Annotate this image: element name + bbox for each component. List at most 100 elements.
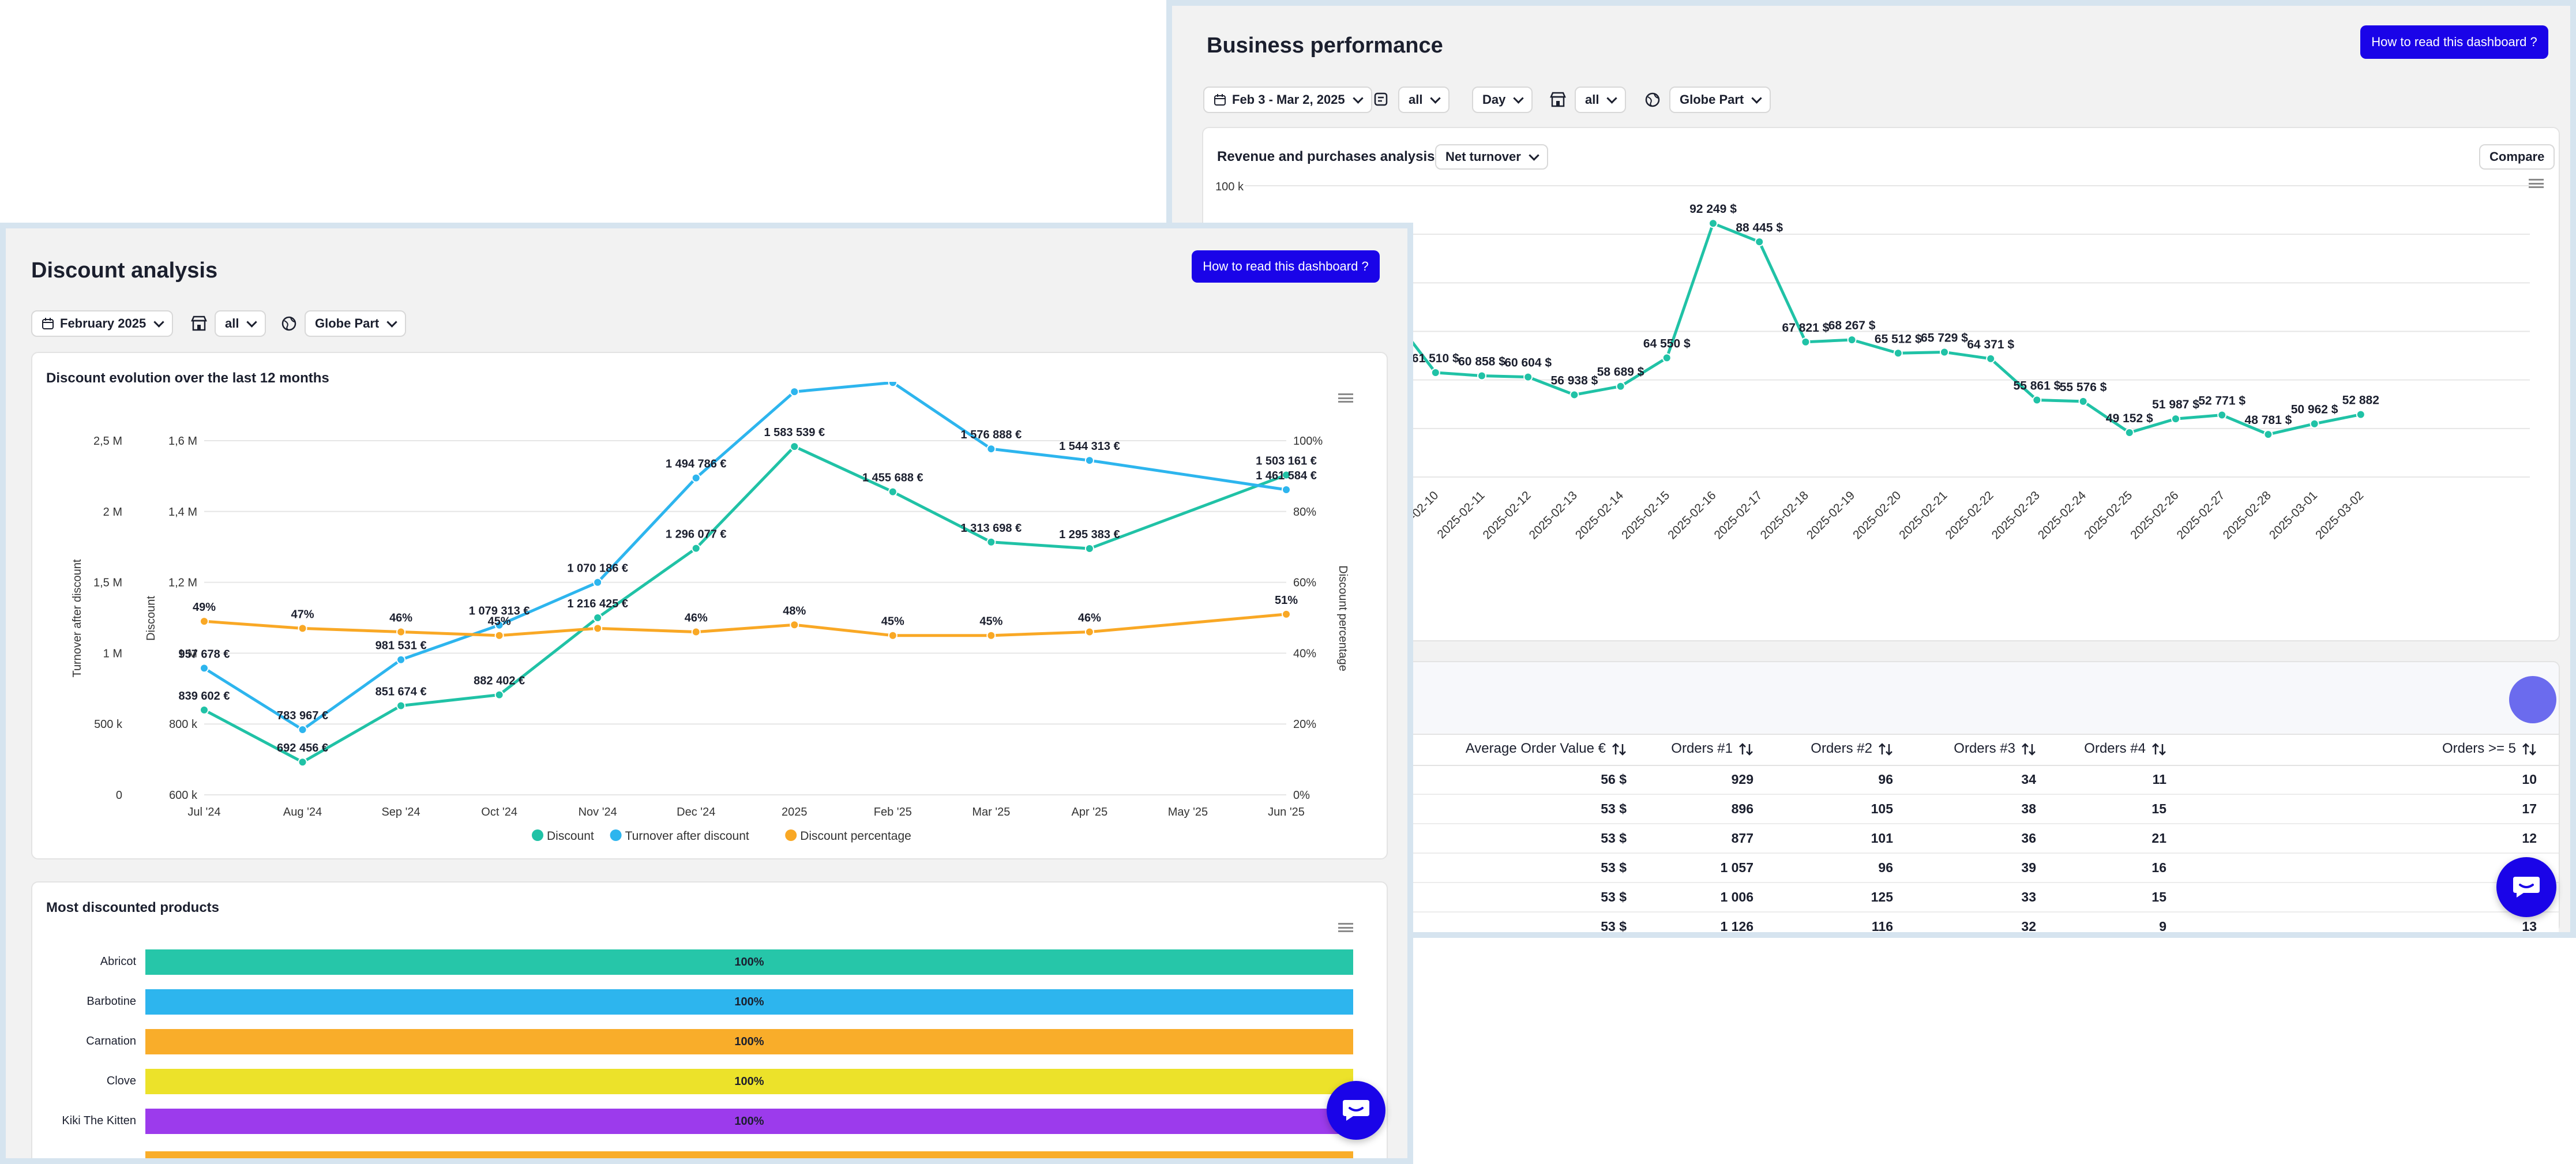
data-point[interactable] bbox=[986, 630, 996, 640]
data-point[interactable] bbox=[790, 620, 799, 630]
revenue-point[interactable] bbox=[1430, 367, 1440, 377]
revenue-point[interactable] bbox=[2124, 427, 2134, 437]
column-header[interactable]: Orders #3 bbox=[1954, 741, 2036, 757]
revenue-point[interactable] bbox=[1523, 372, 1533, 382]
revenue-data-label: 56 938 $ bbox=[1551, 374, 1598, 387]
data-point[interactable] bbox=[396, 627, 406, 637]
revenue-point[interactable] bbox=[1569, 390, 1579, 400]
data-point[interactable] bbox=[691, 473, 701, 483]
data-point[interactable] bbox=[593, 624, 603, 633]
data-point[interactable] bbox=[494, 620, 504, 630]
revenue-point[interactable] bbox=[1940, 347, 1949, 357]
sort-icon[interactable] bbox=[1878, 742, 1893, 757]
sort-icon[interactable] bbox=[2151, 742, 2166, 757]
data-point[interactable] bbox=[888, 487, 898, 497]
sort-icon[interactable] bbox=[1738, 742, 1753, 757]
data-label: 1 296 077 € bbox=[666, 528, 727, 541]
data-point[interactable] bbox=[1282, 609, 1291, 619]
product-bar[interactable]: 100% bbox=[145, 1029, 1353, 1054]
chart-menu-icon[interactable] bbox=[2529, 179, 2544, 188]
table-cell: 21 bbox=[2151, 831, 2166, 846]
data-label: 957 678 € bbox=[179, 648, 230, 660]
legend-item[interactable]: Turnover after discount bbox=[610, 829, 749, 843]
data-point[interactable] bbox=[1084, 456, 1094, 465]
revenue-point[interactable] bbox=[1986, 354, 1996, 363]
month-filter[interactable]: February 2025 bbox=[31, 310, 174, 337]
data-point[interactable] bbox=[494, 690, 504, 700]
revenue-point[interactable] bbox=[2310, 419, 2319, 429]
data-point[interactable] bbox=[986, 537, 996, 547]
how-to-read-button[interactable]: How to read this dashboard ? bbox=[1192, 250, 1380, 283]
column-header[interactable]: Orders #4 bbox=[2084, 741, 2166, 757]
brand-filter[interactable]: Globe Part bbox=[1669, 87, 1771, 113]
data-point[interactable] bbox=[396, 701, 406, 711]
revenue-point[interactable] bbox=[2356, 410, 2365, 419]
chat-button[interactable] bbox=[2496, 857, 2556, 917]
metric-select[interactable]: Net turnover bbox=[1435, 144, 1548, 170]
revenue-point[interactable] bbox=[1662, 353, 1672, 363]
revenue-point[interactable] bbox=[2078, 396, 2088, 406]
column-header[interactable]: Average Order Value € bbox=[1466, 741, 1627, 757]
date-range-filter[interactable]: Feb 3 - Mar 2, 2025 bbox=[1203, 87, 1372, 113]
revenue-point[interactable] bbox=[1708, 219, 1718, 228]
column-header-label: Orders #3 bbox=[1954, 741, 2015, 756]
revenue-point[interactable] bbox=[2032, 395, 2042, 405]
how-to-read-button[interactable]: How to read this dashboard ? bbox=[2360, 25, 2548, 59]
legend-item[interactable]: Discount percentage bbox=[785, 829, 911, 843]
store-filter[interactable]: all bbox=[215, 310, 266, 337]
granularity-filter[interactable]: Day bbox=[1472, 87, 1533, 113]
data-point[interactable] bbox=[298, 624, 307, 633]
data-point[interactable] bbox=[1282, 485, 1291, 494]
data-point[interactable] bbox=[298, 725, 307, 735]
sort-icon[interactable] bbox=[2522, 742, 2537, 757]
data-point[interactable] bbox=[593, 577, 603, 587]
column-header[interactable]: Orders #1 bbox=[1671, 741, 1753, 757]
data-point[interactable] bbox=[200, 663, 209, 673]
data-point[interactable] bbox=[691, 543, 701, 553]
revenue-point[interactable] bbox=[1616, 381, 1625, 391]
chart-menu-icon[interactable] bbox=[1338, 393, 1353, 403]
chat-button[interactable] bbox=[1327, 1081, 1385, 1140]
data-point[interactable] bbox=[986, 444, 996, 454]
data-point[interactable] bbox=[691, 627, 701, 637]
sort-icon[interactable] bbox=[1612, 742, 1627, 757]
revenue-point[interactable] bbox=[2171, 414, 2180, 424]
brand-filter[interactable]: Globe Part bbox=[305, 310, 407, 337]
data-point[interactable] bbox=[1282, 470, 1291, 480]
data-point[interactable] bbox=[790, 387, 799, 397]
data-point[interactable] bbox=[593, 613, 603, 622]
channel-filter[interactable]: all bbox=[1398, 87, 1450, 113]
table-cell: 125 bbox=[1871, 889, 1893, 904]
revenue-point[interactable] bbox=[2263, 430, 2273, 440]
data-point[interactable] bbox=[494, 630, 504, 640]
data-point[interactable] bbox=[200, 705, 209, 715]
revenue-point[interactable] bbox=[1893, 348, 1903, 358]
revenue-point[interactable] bbox=[2217, 410, 2227, 420]
revenue-data-label: 61 510 $ bbox=[1412, 352, 1459, 365]
revenue-point[interactable] bbox=[1847, 335, 1857, 345]
data-point[interactable] bbox=[1084, 627, 1094, 637]
column-header[interactable]: Orders #2 bbox=[1811, 741, 1893, 757]
legend-item[interactable]: Discount bbox=[532, 829, 594, 843]
data-point[interactable] bbox=[888, 630, 898, 640]
product-bar[interactable]: 100% bbox=[145, 1069, 1353, 1094]
column-header[interactable]: Orders >= 5 bbox=[2442, 741, 2537, 757]
store-filter[interactable]: all bbox=[1575, 87, 1627, 113]
data-point[interactable] bbox=[888, 382, 898, 388]
compare-button[interactable]: Compare bbox=[2479, 144, 2555, 170]
revenue-point[interactable] bbox=[1477, 371, 1486, 381]
data-point[interactable] bbox=[396, 655, 406, 664]
data-point[interactable] bbox=[298, 757, 307, 767]
data-point[interactable] bbox=[1084, 544, 1094, 554]
revenue-point[interactable] bbox=[1801, 337, 1811, 347]
data-point[interactable] bbox=[790, 442, 799, 452]
sort-icon[interactable] bbox=[2021, 742, 2036, 757]
product-bar[interactable]: 100% bbox=[145, 989, 1353, 1015]
product-bar[interactable]: 100% bbox=[145, 1109, 1353, 1134]
legend-marker bbox=[610, 829, 622, 841]
chart-menu-icon[interactable] bbox=[1338, 923, 1353, 932]
revenue-point[interactable] bbox=[1755, 237, 1764, 247]
product-bar[interactable]: 100% bbox=[145, 949, 1353, 975]
data-point[interactable] bbox=[200, 617, 209, 626]
revenue-data-label: 68 267 $ bbox=[1828, 319, 1876, 332]
